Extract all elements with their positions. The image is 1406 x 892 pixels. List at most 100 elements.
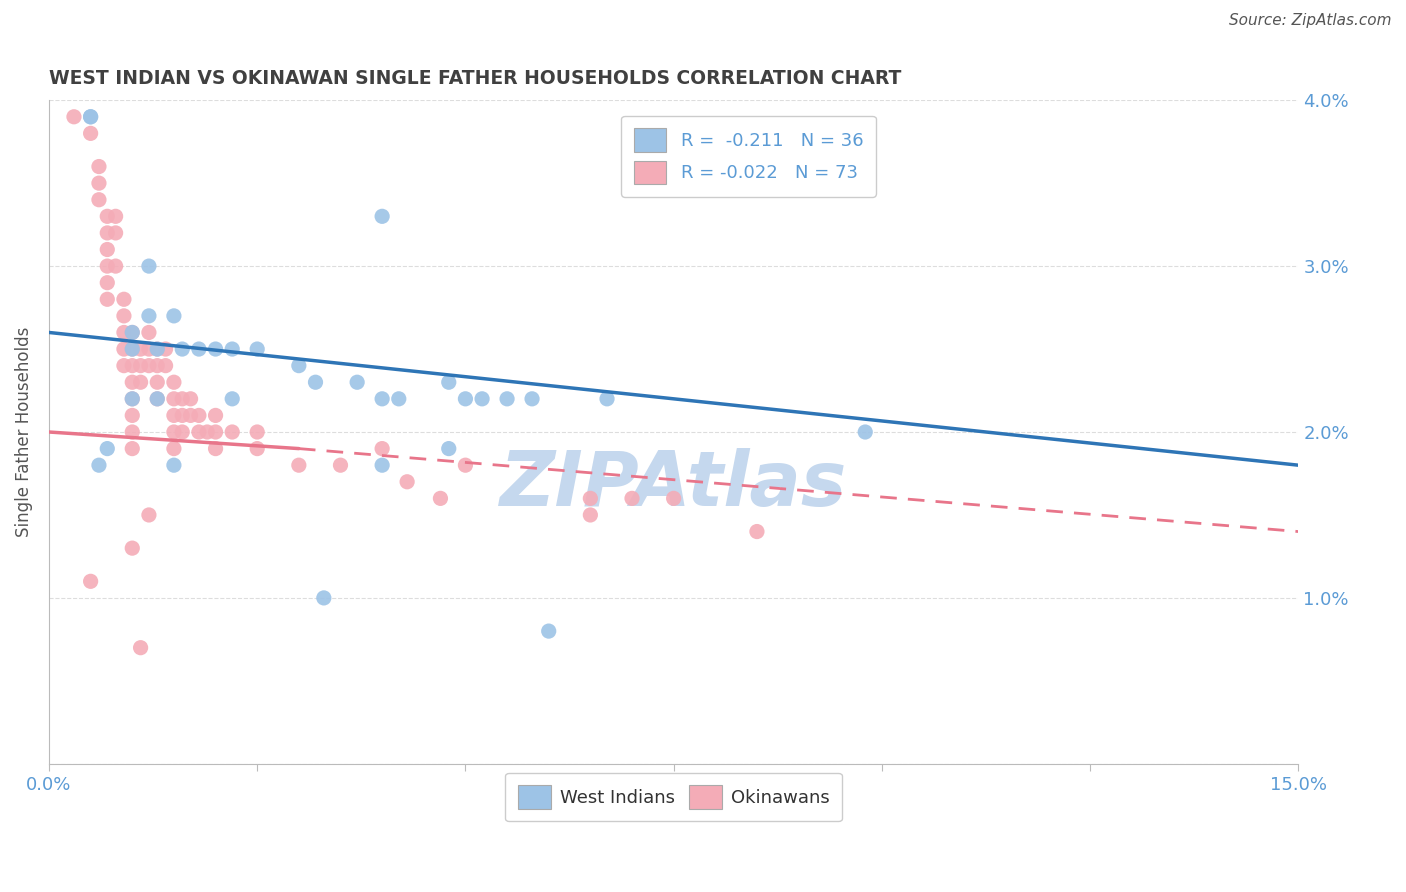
Point (129, 640, 152, 655)
Point (172, 425, 194, 439)
Point (112, 359, 135, 373)
Point (121, 392, 143, 406)
Point (172, 342, 194, 356)
Point (396, 475, 419, 489)
Point (537, 624, 560, 639)
Point (329, 458, 352, 473)
Point (204, 342, 226, 356)
Point (87, 160, 110, 174)
Point (221, 425, 243, 439)
Point (138, 309, 160, 323)
Point (371, 458, 394, 473)
Point (187, 409, 209, 423)
Point (163, 392, 186, 406)
Point (96, 210, 118, 224)
Point (155, 342, 177, 356)
Point (121, 326, 143, 340)
Point (388, 392, 411, 406)
Point (79, 110, 101, 124)
Point (180, 409, 202, 423)
Point (496, 392, 519, 406)
Point (121, 425, 143, 439)
Point (246, 442, 269, 456)
Point (246, 425, 269, 439)
Point (87, 458, 110, 473)
Point (745, 524, 768, 539)
Point (437, 442, 460, 456)
Point (121, 409, 143, 423)
Text: ZIPAtlas: ZIPAtlas (501, 448, 848, 522)
Point (79, 110, 101, 124)
Y-axis label: Single Father Households: Single Father Households (15, 326, 32, 537)
Point (96, 226, 118, 240)
Point (146, 376, 169, 390)
Point (163, 309, 186, 323)
Point (112, 309, 135, 323)
Point (163, 442, 186, 456)
Point (121, 541, 143, 556)
Point (138, 359, 160, 373)
Point (621, 491, 644, 506)
Point (121, 342, 143, 356)
Point (138, 259, 160, 273)
Point (288, 458, 311, 473)
Point (96, 442, 118, 456)
Point (121, 359, 143, 373)
Point (371, 210, 394, 224)
Point (146, 342, 169, 356)
Point (454, 392, 477, 406)
Point (346, 376, 368, 390)
Point (112, 326, 135, 340)
Point (187, 342, 209, 356)
Point (104, 210, 127, 224)
Point (187, 425, 209, 439)
Point (146, 392, 169, 406)
Point (204, 442, 226, 456)
Point (138, 326, 160, 340)
Point (221, 342, 243, 356)
Point (853, 425, 876, 439)
Point (138, 508, 160, 522)
Point (172, 392, 194, 406)
Point (662, 491, 685, 506)
Point (104, 259, 127, 273)
Point (87, 193, 110, 207)
Point (163, 458, 186, 473)
Point (429, 491, 451, 506)
Point (96, 293, 118, 307)
Point (87, 176, 110, 190)
Point (579, 491, 602, 506)
Point (96, 259, 118, 273)
Point (288, 359, 311, 373)
Point (121, 342, 143, 356)
Point (121, 326, 143, 340)
Point (146, 392, 169, 406)
Point (180, 392, 202, 406)
Point (195, 425, 218, 439)
Point (221, 392, 243, 406)
Point (104, 226, 127, 240)
Point (454, 458, 477, 473)
Point (121, 376, 143, 390)
Point (371, 442, 394, 456)
Point (312, 591, 335, 605)
Point (121, 392, 143, 406)
Point (129, 342, 152, 356)
Point (129, 376, 152, 390)
Point (129, 359, 152, 373)
Point (163, 409, 186, 423)
Point (204, 425, 226, 439)
Point (579, 508, 602, 522)
Point (79, 127, 101, 141)
Point (138, 342, 160, 356)
Legend: West Indians, Okinawans: West Indians, Okinawans (505, 772, 842, 822)
Point (437, 376, 460, 390)
Point (246, 342, 269, 356)
Point (112, 342, 135, 356)
Point (146, 359, 169, 373)
Point (79, 574, 101, 589)
Text: WEST INDIAN VS OKINAWAN SINGLE FATHER HOUSEHOLDS CORRELATION CHART: WEST INDIAN VS OKINAWAN SINGLE FATHER HO… (49, 69, 901, 87)
Point (146, 342, 169, 356)
Point (112, 293, 135, 307)
Point (155, 359, 177, 373)
